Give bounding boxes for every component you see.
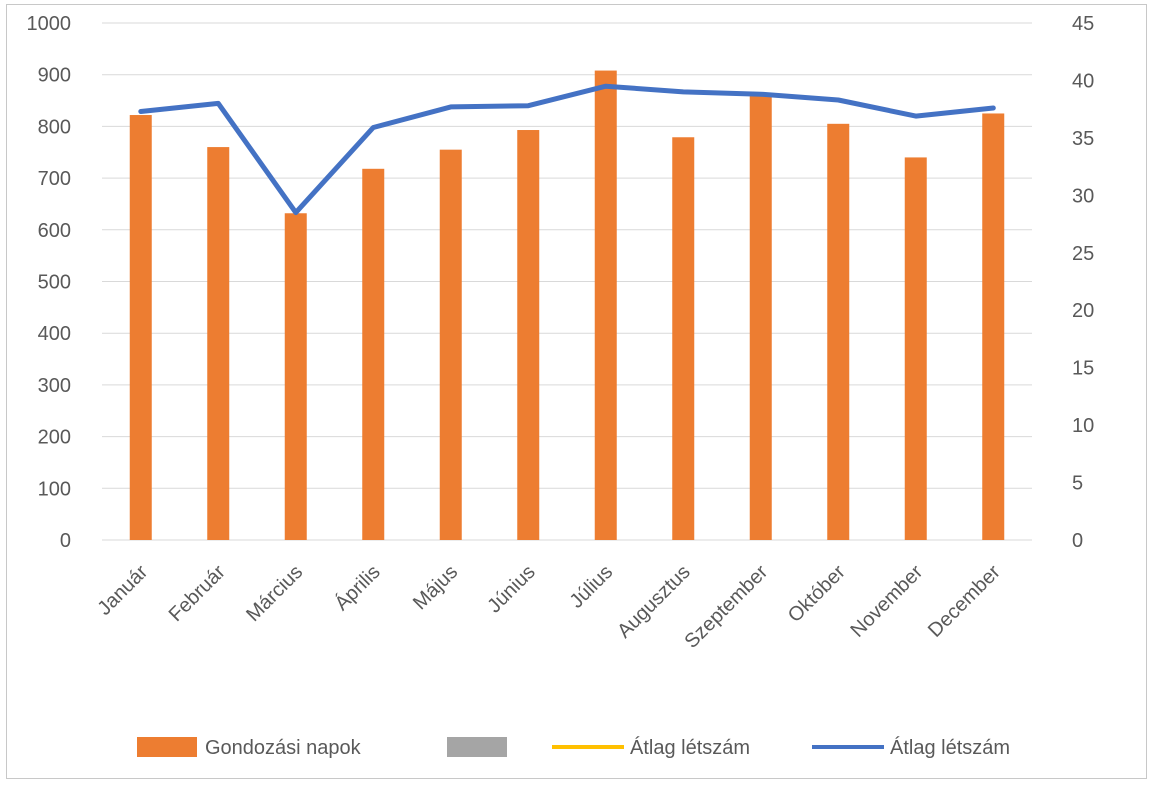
category-label: December bbox=[924, 561, 1005, 642]
left-tick-label: 1000 bbox=[27, 13, 72, 35]
category-label: Február bbox=[165, 561, 230, 626]
combo-chart: 0 100 200 300 400 500 600 700 800 900 1000 0 5 10 15 2… bbox=[27, 13, 1095, 759]
chart-frame: 0 100 200 300 400 500 600 700 800 900 1000 0 5 10 15 2… bbox=[6, 4, 1147, 779]
left-tick-label: 200 bbox=[38, 427, 71, 449]
bar-series bbox=[129, 70, 1005, 541]
right-tick-label: 25 bbox=[1072, 243, 1094, 265]
bar bbox=[982, 113, 1005, 540]
bar bbox=[749, 95, 772, 540]
left-tick-label: 700 bbox=[38, 168, 71, 190]
bar bbox=[207, 147, 230, 540]
category-label: Március bbox=[242, 561, 307, 626]
category-label: Június bbox=[483, 561, 539, 617]
category-label: Január bbox=[93, 561, 152, 620]
right-tick-label: 45 bbox=[1072, 13, 1094, 35]
bar bbox=[594, 70, 617, 541]
category-label: Július bbox=[566, 561, 618, 613]
right-axis-labels: 0 5 10 15 20 25 30 35 40 45 bbox=[1072, 13, 1094, 552]
bar bbox=[827, 123, 850, 540]
right-tick-label: 30 bbox=[1072, 185, 1094, 207]
left-tick-label: 400 bbox=[38, 323, 71, 345]
left-tick-label: 800 bbox=[38, 116, 71, 138]
right-tick-label: 0 bbox=[1072, 530, 1083, 552]
legend-label: Átlag létszám bbox=[890, 736, 1010, 759]
right-tick-label: 20 bbox=[1072, 300, 1094, 322]
right-tick-label: 10 bbox=[1072, 415, 1094, 437]
right-tick-label: 5 bbox=[1072, 473, 1083, 495]
legend: Gondozási napok Átlag létszám Átlag létszá… bbox=[137, 736, 1010, 759]
left-axis-labels: 0 100 200 300 400 500 600 700 800 900 1000 bbox=[27, 13, 72, 552]
right-tick-label: 40 bbox=[1072, 70, 1094, 92]
bar bbox=[362, 168, 385, 540]
legend-swatch bbox=[137, 737, 197, 757]
line-series bbox=[138, 83, 996, 216]
category-label: Augusztus bbox=[613, 561, 695, 643]
right-tick-label: 15 bbox=[1072, 358, 1094, 380]
bar bbox=[517, 130, 540, 541]
bar bbox=[904, 157, 927, 541]
gridlines bbox=[102, 22, 1032, 541]
left-tick-label: 100 bbox=[38, 478, 71, 500]
category-label: Május bbox=[409, 561, 462, 614]
bar bbox=[129, 115, 152, 540]
left-tick-label: 900 bbox=[38, 65, 71, 87]
bar bbox=[672, 137, 695, 540]
bar bbox=[439, 149, 462, 541]
series-line bbox=[138, 83, 996, 216]
category-label: Szeptember bbox=[680, 561, 772, 653]
bar bbox=[284, 213, 307, 541]
legend-label: Gondozási napok bbox=[205, 737, 362, 759]
category-label: November bbox=[846, 561, 927, 642]
left-tick-label: 0 bbox=[60, 530, 71, 552]
category-label: Április bbox=[330, 560, 385, 615]
category-labels: Január Február Március Április Május Június Jú… bbox=[93, 560, 1005, 653]
legend-label: Átlag létszám bbox=[630, 736, 750, 759]
left-tick-label: 300 bbox=[38, 375, 71, 397]
left-tick-label: 600 bbox=[38, 220, 71, 242]
left-tick-label: 500 bbox=[38, 272, 71, 294]
category-label: Október bbox=[784, 561, 850, 627]
right-tick-label: 35 bbox=[1072, 128, 1094, 150]
legend-swatch bbox=[447, 737, 507, 757]
